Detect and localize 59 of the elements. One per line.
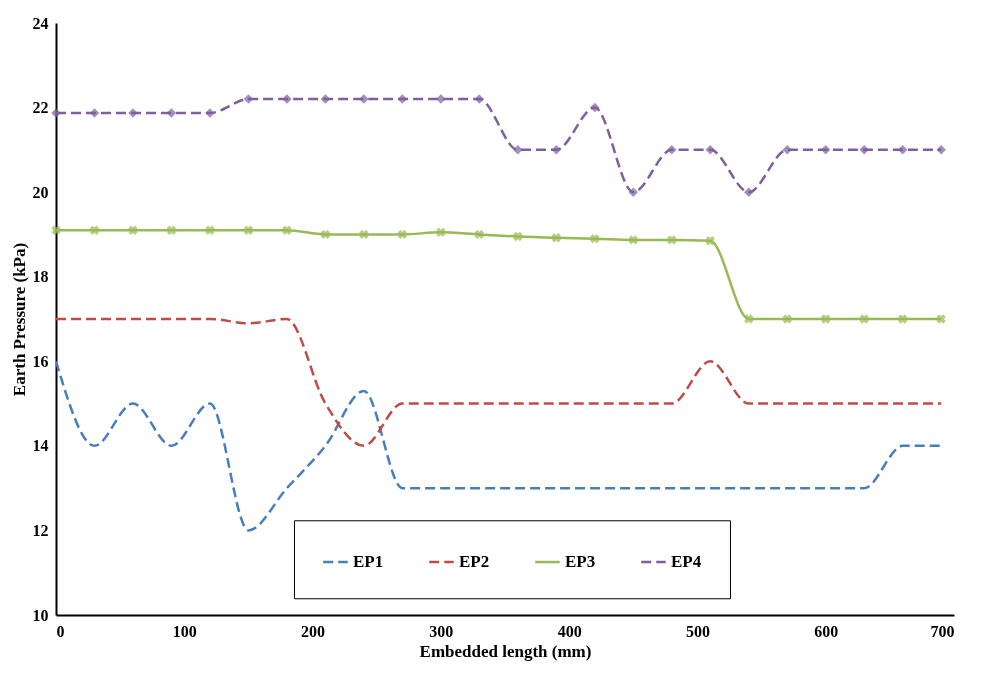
point bbox=[282, 225, 292, 235]
point bbox=[590, 233, 600, 244]
point bbox=[166, 225, 177, 235]
point bbox=[744, 187, 754, 197]
point bbox=[859, 314, 869, 324]
point bbox=[936, 314, 946, 324]
x-axis-title: Embedded length (mm) bbox=[419, 641, 592, 661]
point bbox=[936, 145, 946, 155]
legend-label: EP2 bbox=[458, 552, 490, 572]
point bbox=[205, 225, 215, 235]
x-tick-label: 0 bbox=[56, 622, 65, 640]
point bbox=[821, 314, 831, 324]
point bbox=[705, 145, 715, 155]
y-axis-title: Earth Pressure (kPa) bbox=[9, 242, 29, 397]
x-tick-label: 700 bbox=[930, 622, 955, 640]
legend-label: EP3 bbox=[564, 552, 596, 572]
y-tick-label: 22 bbox=[32, 99, 49, 117]
point bbox=[551, 145, 562, 155]
y-tick-label: 16 bbox=[32, 352, 49, 370]
y-tick-label: 18 bbox=[32, 268, 49, 286]
x-tick-label: 600 bbox=[814, 622, 839, 640]
point bbox=[744, 314, 754, 324]
point bbox=[474, 229, 485, 240]
legend-label: EP4 bbox=[670, 552, 702, 572]
point bbox=[436, 227, 446, 238]
point bbox=[628, 187, 639, 197]
y-tick-label: 14 bbox=[32, 437, 49, 455]
point bbox=[513, 231, 523, 242]
point bbox=[243, 225, 254, 235]
point bbox=[551, 233, 562, 243]
legend-label: EP1 bbox=[352, 552, 384, 572]
y-tick-label: 10 bbox=[32, 606, 49, 624]
point bbox=[667, 235, 677, 245]
point bbox=[859, 145, 869, 155]
point bbox=[897, 314, 908, 324]
point bbox=[89, 225, 100, 235]
point bbox=[397, 229, 408, 240]
point bbox=[474, 94, 485, 104]
point bbox=[782, 314, 792, 324]
y-tick-label: 12 bbox=[32, 521, 49, 539]
x-tick-label: 400 bbox=[557, 622, 582, 640]
point bbox=[320, 229, 331, 240]
x-tick-label: 100 bbox=[172, 622, 197, 640]
point bbox=[128, 225, 138, 235]
point bbox=[359, 229, 369, 240]
x-tick-label: 200 bbox=[301, 622, 326, 640]
point bbox=[513, 145, 523, 155]
line-series bbox=[56, 317, 943, 448]
point bbox=[590, 102, 600, 113]
y-tick-label: 24 bbox=[32, 14, 49, 32]
point bbox=[51, 225, 61, 235]
point bbox=[705, 236, 715, 246]
x-tick-label: 300 bbox=[429, 622, 454, 640]
point bbox=[628, 235, 638, 245]
y-tick-label: 20 bbox=[32, 183, 49, 201]
x-tick-label: 500 bbox=[685, 622, 710, 640]
point bbox=[782, 145, 792, 155]
point bbox=[667, 145, 677, 155]
line-series bbox=[56, 360, 943, 532]
